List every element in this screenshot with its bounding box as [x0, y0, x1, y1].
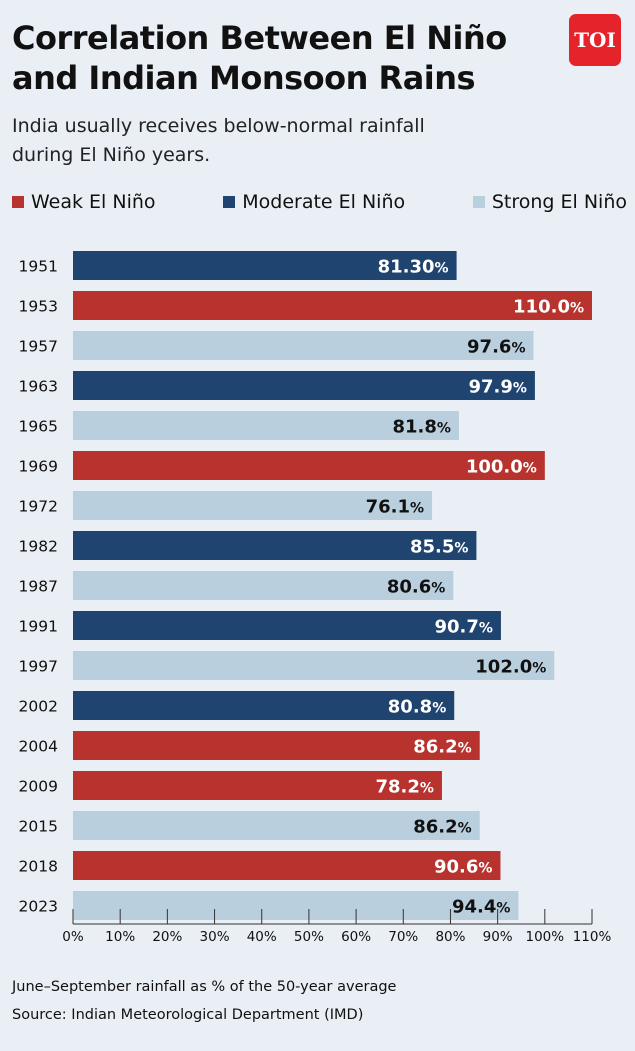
y-tick-label: 1987	[19, 578, 58, 596]
legend-label-strong: Strong El Niño	[491, 191, 627, 213]
y-tick-label: 2002	[19, 698, 58, 716]
legend-swatch-moderate	[223, 196, 236, 208]
data-label-2023: 94.4%	[452, 897, 510, 918]
bar-2023	[73, 891, 519, 920]
y-tick-label: 2009	[19, 778, 58, 796]
legend-label-moderate: Moderate El Niño	[242, 191, 406, 213]
y-tick-label: 2004	[19, 738, 58, 756]
data-label-1953: 110.0%	[513, 297, 584, 318]
toi-logo: TOI	[569, 14, 621, 66]
y-tick-label: 2015	[19, 818, 58, 836]
x-tick-label: 10%	[105, 929, 135, 945]
footnote-note: June–September rainfall as % of the 50-y…	[12, 979, 397, 995]
x-tick-label: 40%	[247, 929, 277, 945]
x-tick-label: 0%	[62, 929, 84, 945]
y-tick-label: 1972	[19, 498, 58, 516]
chart-subtitle: India usually receives below-normal rain…	[12, 112, 572, 170]
data-label-1997: 102.0%	[475, 657, 546, 678]
data-label-1969: 100.0%	[466, 457, 537, 478]
bar-2002	[73, 691, 455, 720]
title-line-1: Correlation Between El Niño	[12, 19, 507, 57]
bar-1951	[73, 251, 457, 280]
x-tick-label: 100%	[526, 929, 565, 945]
data-label-2004: 86.2%	[413, 737, 471, 758]
y-tick-label: 1957	[19, 338, 58, 356]
title-line-2: and Indian Monsoon Rains	[12, 59, 476, 97]
data-label-1982: 85.5%	[410, 537, 468, 558]
x-tick-label: 60%	[341, 929, 371, 945]
data-label-1991: 90.7%	[434, 617, 492, 638]
x-tick-label: 20%	[152, 929, 182, 945]
y-tick-label: 1969	[19, 458, 58, 476]
bar-2009	[73, 771, 442, 800]
y-tick-label: 1963	[19, 378, 58, 396]
bar-1965	[73, 411, 459, 440]
y-tick-label: 2023	[19, 898, 58, 916]
bar-1982	[73, 531, 477, 560]
x-tick-label: 70%	[388, 929, 418, 945]
bar-1969	[73, 451, 545, 480]
data-label-1951: 81.30%	[378, 257, 449, 278]
legend-label-weak: Weak El Niño	[31, 191, 156, 213]
legend-item-weak: Weak El Niño	[12, 191, 156, 213]
bar-2015	[73, 811, 480, 840]
data-label-2018: 90.6%	[434, 857, 492, 878]
bar-1991	[73, 611, 501, 640]
y-tick-label: 1982	[19, 538, 58, 556]
data-label-1972: 76.1%	[366, 497, 424, 518]
bar-1987	[73, 571, 454, 600]
legend-swatch-weak	[12, 196, 24, 208]
data-label-2015: 86.2%	[413, 817, 471, 838]
data-label-1963: 97.9%	[468, 377, 526, 398]
subtitle-line-2: during El Niño years.	[12, 144, 211, 166]
footnote-source: Source: Indian Meteorological Department…	[12, 1007, 364, 1023]
data-label-1957: 97.6%	[467, 337, 525, 358]
bar-2018	[73, 851, 501, 880]
data-label-1987: 80.6%	[387, 577, 445, 598]
y-tick-label: 1997	[19, 658, 58, 676]
legend-swatch-strong	[472, 196, 485, 208]
chart-title: Correlation Between El Niño and Indian M…	[12, 18, 562, 98]
y-tick-label: 1951	[19, 258, 58, 276]
legend-item-strong: Strong El Niño	[472, 191, 627, 213]
y-tick-label: 2018	[19, 858, 58, 876]
legend-item-moderate: Moderate El Niño	[223, 191, 405, 213]
y-tick-label: 1953	[19, 298, 58, 316]
bar-1997	[73, 651, 555, 680]
bar-1963	[73, 371, 535, 400]
x-tick-label: 110%	[573, 929, 612, 945]
data-label-2009: 78.2%	[376, 777, 434, 798]
data-label-1965: 81.8%	[392, 417, 450, 438]
x-tick-label: 90%	[483, 929, 513, 945]
data-label-2002: 80.8%	[388, 697, 446, 718]
bar-1953	[73, 291, 592, 320]
bar-1972	[73, 491, 433, 520]
bar-2004	[73, 731, 480, 760]
bar-1957	[73, 331, 534, 360]
subtitle-line-1: India usually receives below-normal rain…	[12, 115, 425, 137]
x-tick-label: 50%	[294, 929, 324, 945]
y-tick-label: 1991	[19, 618, 58, 636]
legend: Weak El Niño Moderate El Niño Strong El …	[12, 191, 627, 213]
x-tick-label: 30%	[200, 929, 230, 945]
y-tick-label: 1965	[19, 418, 58, 436]
x-tick-label: 80%	[435, 929, 465, 945]
bar-chart: 1951 81.30% 1953 110.0% 1957 97.6% 1963 97.9% 19…	[19, 251, 612, 945]
